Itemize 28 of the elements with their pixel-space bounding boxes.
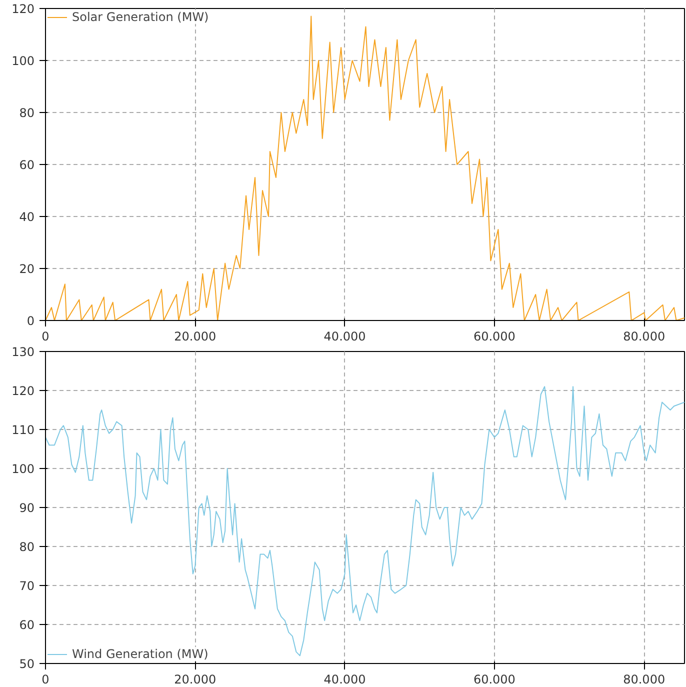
y-tick-label: 90 [19,501,35,515]
y-tick-label: 60 [19,618,35,632]
y-tick-label: 60 [19,158,35,172]
y-tick-label: 50 [19,657,35,671]
y-tick-label: 130 [12,345,34,359]
legend-label: Solar Generation (MW) [72,10,209,24]
y-tick-label: 40 [19,210,35,224]
x-tick-label: 60.000 [473,672,516,686]
legend-label: Wind Generation (MW) [72,647,208,661]
y-tick-label: 0 [26,314,35,328]
y-tick-label: 120 [12,2,34,16]
x-tick-label: 80.000 [623,672,666,686]
y-tick-label: 80 [19,540,35,554]
y-tick-label: 120 [12,384,34,398]
x-tick-label: 60.000 [473,330,516,344]
x-tick-label: 40.000 [324,672,366,686]
y-tick-label: 20 [19,262,35,276]
y-tick-label: 110 [12,423,34,437]
x-tick-label: 0 [42,330,50,344]
x-tick-label: 0 [42,672,50,686]
x-tick-label: 40.000 [324,330,366,344]
x-tick-label: 80.000 [623,330,666,344]
y-tick-label: 80 [19,106,35,120]
y-tick-label: 70 [19,579,35,593]
y-tick-label: 100 [12,462,34,476]
x-tick-label: 20.000 [174,330,216,344]
y-tick-label: 100 [12,54,34,68]
x-tick-label: 20.000 [174,672,216,686]
